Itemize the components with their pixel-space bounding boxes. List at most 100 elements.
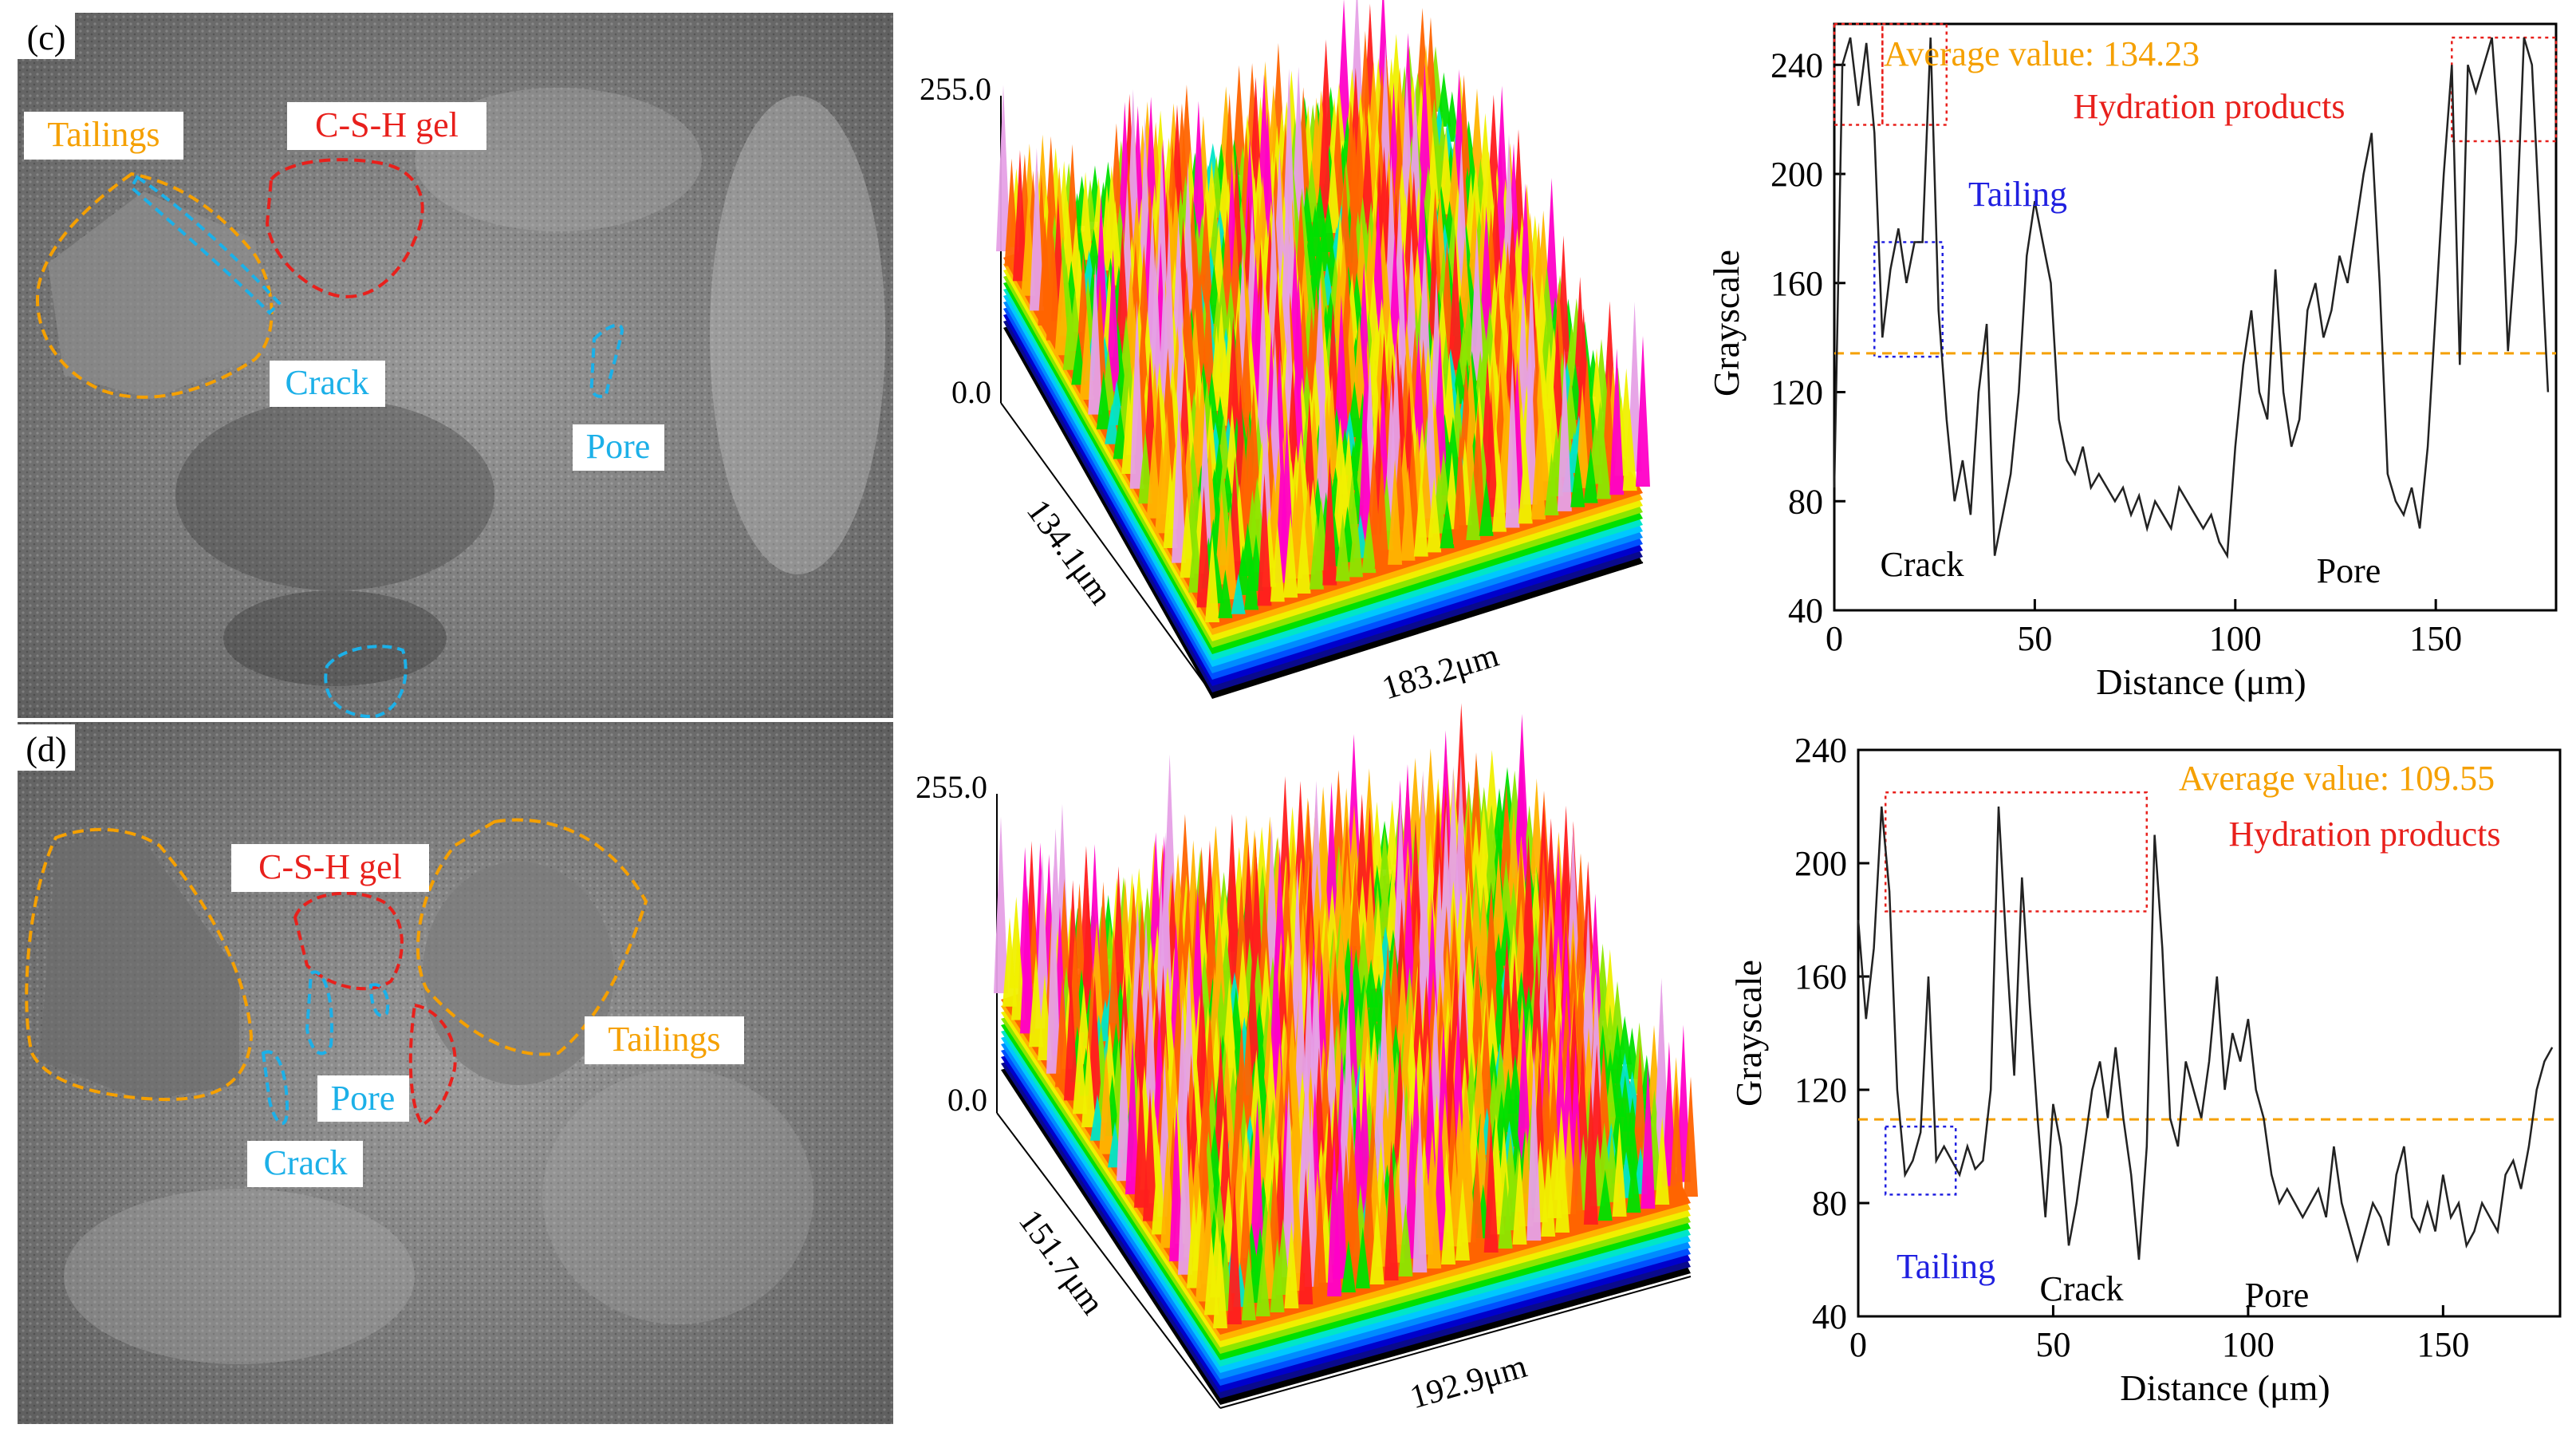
y-tick-label: 200 xyxy=(1794,844,1847,883)
pore-outline xyxy=(589,323,624,398)
surface-peak xyxy=(1255,272,1270,467)
surface-peak xyxy=(1491,851,1506,952)
y-tick-label: 120 xyxy=(1771,373,1823,412)
surface-peak xyxy=(1347,1153,1362,1275)
y-tick-label: 40 xyxy=(1812,1297,1847,1336)
surface-peak xyxy=(1029,148,1044,311)
panel-letter-d: (d) xyxy=(18,724,75,771)
surface-peak xyxy=(1388,459,1403,565)
surface-peak xyxy=(1255,1247,1270,1316)
surface-peak xyxy=(1471,1036,1487,1141)
surface-peak xyxy=(1231,574,1246,614)
surface-peak xyxy=(1612,1122,1627,1217)
surface-peak xyxy=(1278,775,1293,918)
y-tick-label: 160 xyxy=(1794,957,1847,996)
surface-peak xyxy=(1073,1025,1087,1115)
surface-peak xyxy=(1088,262,1103,415)
surface-peak xyxy=(1178,1083,1192,1275)
z-min-label-d: 0.0 xyxy=(947,1082,987,1118)
label-tailings-c: Tailings xyxy=(24,112,183,160)
surface-peak xyxy=(1172,401,1187,563)
surface-peak xyxy=(1514,744,1529,894)
hydration-label-c: Hydration products xyxy=(2074,87,2346,126)
x-tick-label: 150 xyxy=(2416,1325,2469,1364)
label-crack-c: Crack xyxy=(270,361,385,407)
surface-peak xyxy=(1204,1233,1219,1316)
svg-text:Tailings: Tailings xyxy=(608,1020,720,1059)
pore-label-c: Pore xyxy=(2317,551,2381,590)
surface-peak xyxy=(1602,949,1617,1036)
surface-peak xyxy=(1529,949,1544,1091)
surface-peak xyxy=(1046,232,1061,341)
surface-peak xyxy=(1129,300,1144,489)
pore-outline-d-2 xyxy=(368,983,390,1017)
z-min-label-c: 0.0 xyxy=(951,374,991,410)
plot-frame xyxy=(1833,22,2558,612)
surface-peak xyxy=(1108,199,1123,286)
grayscale-series xyxy=(1857,806,2554,1264)
surface-peak xyxy=(1453,755,1468,946)
surface-peak xyxy=(1636,335,1650,487)
surface-peak xyxy=(1476,840,1491,922)
surface-peak xyxy=(1596,432,1611,499)
surface-peak xyxy=(1309,513,1324,590)
average-label-d: Average value: 109.55 xyxy=(2179,759,2495,798)
crack-label-d: Crack xyxy=(2039,1269,2123,1308)
surface-peak xyxy=(1469,226,1484,381)
surface-peak xyxy=(1469,752,1483,874)
surface-peak xyxy=(1431,807,1446,937)
surface-peak xyxy=(1335,513,1350,582)
surface-peak xyxy=(1469,1144,1484,1257)
surface-peak xyxy=(1555,1137,1570,1233)
x-tick-label: 0 xyxy=(1826,619,1843,658)
y-tick-label: 240 xyxy=(1794,731,1847,770)
svg-text:(d): (d) xyxy=(26,730,66,769)
sem-image-c: Tailings C-S-H gel Crack Pore (c) xyxy=(18,13,893,719)
surface-peak xyxy=(1610,980,1625,1050)
tailing-label-d: Tailing xyxy=(1897,1247,1995,1286)
y-axis-label-d: Grayscale xyxy=(1728,960,1769,1107)
tailings-outline-right xyxy=(416,818,648,1056)
surface-peak xyxy=(1516,1005,1531,1162)
surface-peak xyxy=(1226,853,1241,984)
surface-peak xyxy=(996,85,1010,252)
surface-peak xyxy=(1281,1079,1296,1277)
surface-peak xyxy=(1244,550,1259,610)
surface-peak xyxy=(1284,1221,1299,1308)
x-tick-label: 0 xyxy=(1849,1325,1867,1364)
y-axis-label-c: Grayscale xyxy=(1706,250,1747,397)
grayscale-series xyxy=(1833,37,2550,559)
surface-peak xyxy=(1012,150,1027,282)
surface-peak xyxy=(1610,1024,1625,1084)
surface-peak xyxy=(1198,197,1213,310)
surface-peak xyxy=(1318,82,1333,219)
surface-peak xyxy=(1327,1137,1342,1296)
label-pore-d: Pore xyxy=(317,1075,409,1122)
crack-outline xyxy=(129,175,282,315)
x-tick-label: 100 xyxy=(2209,619,2262,658)
surface-peak xyxy=(1200,279,1215,397)
surface-peak xyxy=(1417,831,1432,1041)
label-tailings-d: Tailings xyxy=(585,1016,744,1064)
dim-x-label-c: 183.2μm xyxy=(1378,637,1503,708)
surface-peak xyxy=(1544,452,1559,516)
x-tick-label: 150 xyxy=(2409,619,2462,658)
surface-peak xyxy=(1355,1226,1370,1288)
surface-peaks-c xyxy=(996,0,1650,622)
x-tick-label: 100 xyxy=(2222,1325,2275,1364)
profile-chart-c: 40 80 120 160 200 240 0 50 100 150 Average value:… xyxy=(1706,22,2558,702)
profile-chart-d: 40 80 120 160 200 240 0 50 100 150 Average value:… xyxy=(1728,731,2562,1408)
surface-peak xyxy=(1395,956,1410,1064)
surface-peak xyxy=(994,816,1008,993)
surface-peak xyxy=(1531,417,1546,520)
surface-peak xyxy=(1557,348,1572,511)
surface-peak xyxy=(1492,452,1507,532)
svg-text:Pore: Pore xyxy=(586,427,651,466)
surface-peak xyxy=(1046,865,1061,1074)
surface-peak xyxy=(1452,427,1467,545)
surface-peak xyxy=(1138,430,1153,504)
surface-peak xyxy=(1622,408,1637,491)
surface-peak xyxy=(1633,1044,1648,1162)
svg-text:Crack: Crack xyxy=(263,1143,347,1182)
